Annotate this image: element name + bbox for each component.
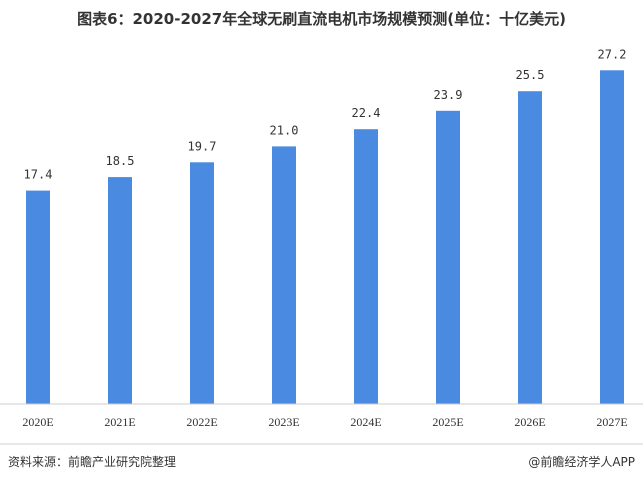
- x-tick-label-2025E: 2025E: [432, 415, 463, 429]
- x-tick-label-2024E: 2024E: [350, 415, 381, 429]
- value-label-2027E: 27.2: [598, 47, 627, 61]
- bar-2020E: [26, 190, 50, 404]
- bar-2026E: [518, 91, 542, 404]
- x-tick-label-2027E: 2027E: [596, 415, 627, 429]
- bar-2021E: [108, 177, 132, 404]
- value-label-2020E: 17.4: [24, 168, 53, 182]
- bar-2023E: [272, 146, 296, 404]
- source-note: 资料来源：前瞻产业研究院整理: [8, 455, 177, 469]
- x-tick-label-2021E: 2021E: [104, 415, 135, 429]
- value-label-2023E: 21.0: [270, 123, 299, 137]
- x-tick-label-2020E: 2020E: [22, 415, 53, 429]
- value-labels-layer: 17.4 18.5 19.7 21.0 22.4 23.9 25.5 27.2: [24, 47, 627, 181]
- x-tick-label-2022E: 2022E: [186, 415, 217, 429]
- value-label-2026E: 25.5: [516, 68, 545, 82]
- value-label-2021E: 18.5: [106, 154, 135, 168]
- bars-layer: [26, 70, 624, 405]
- credit-note: @前瞻经济学人APP: [528, 455, 635, 469]
- bar-2027E: [600, 70, 624, 405]
- value-label-2022E: 19.7: [188, 139, 217, 153]
- value-label-2025E: 23.9: [434, 88, 463, 102]
- bar-2025E: [436, 110, 460, 405]
- x-tick-label-2026E: 2026E: [514, 415, 545, 429]
- x-tick-label-2023E: 2023E: [268, 415, 299, 429]
- bar-2022E: [190, 162, 214, 404]
- chart-title: 图表6：2020-2027年全球无刷直流电机市场规模预测(单位：十亿美元): [77, 10, 566, 28]
- bar-2024E: [354, 129, 378, 404]
- value-label-2024E: 22.4: [352, 106, 381, 120]
- tick-labels-layer: 2020E 2021E 2022E 2023E 2024E 2025E 2026E 2027E: [22, 415, 627, 429]
